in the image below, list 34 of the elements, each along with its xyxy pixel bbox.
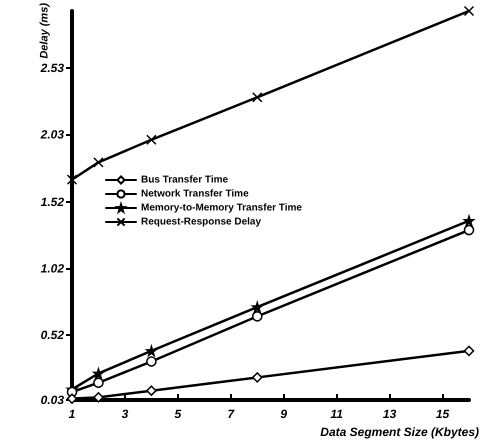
- point: [146, 356, 157, 367]
- point: [146, 385, 157, 396]
- y-tick-label: 0.52: [40, 328, 64, 342]
- legend-label: Network Transfer Time: [141, 188, 250, 200]
- point: [464, 6, 474, 16]
- x-tick-label: 13: [382, 407, 397, 421]
- point: [252, 311, 263, 322]
- y-tick-label: 2.03: [40, 127, 64, 142]
- x-tick-label: 5: [174, 407, 182, 421]
- point: [146, 134, 157, 146]
- point: [252, 372, 263, 383]
- x-tick-label: 7: [227, 407, 236, 421]
- point: [464, 224, 474, 236]
- point: [252, 302, 263, 312]
- y-tick-label: 1.52: [40, 195, 64, 210]
- x-axis-title: Data Segment Size (Kbytes): [320, 425, 480, 439]
- y-axis-title: Delay (ms): [38, 2, 50, 59]
- point: [464, 346, 474, 356]
- point: [66, 174, 78, 185]
- point: [252, 92, 263, 103]
- point: [93, 392, 104, 403]
- y-tick-label: 0.03: [40, 393, 64, 407]
- legend-label: Memory-to-Memory Transfer Time: [141, 202, 302, 214]
- x-tick-label: 15: [436, 407, 450, 421]
- y-tick-label: 2.53: [40, 61, 64, 76]
- legend-label: Request-Response Delay: [141, 216, 262, 228]
- point: [93, 157, 104, 168]
- legend-label: Bus Transfer Time: [141, 174, 229, 186]
- x-tick-label: 1: [68, 407, 76, 421]
- x-tick-label: 11: [330, 407, 344, 421]
- x-tick-label: 9: [280, 407, 288, 421]
- x-tick-label: 3: [122, 407, 129, 421]
- y-tick-label: 1.02: [40, 262, 64, 276]
- point: [93, 377, 104, 388]
